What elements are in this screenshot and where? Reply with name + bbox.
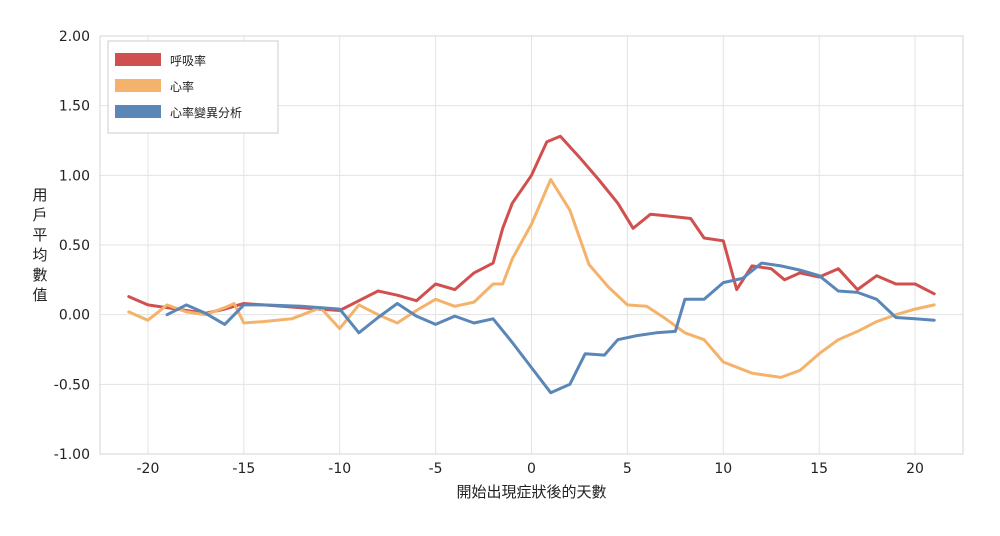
legend-swatch [115, 79, 161, 92]
y-tick-label: 1.00 [59, 168, 90, 184]
y-axis-title-char: 值 [32, 286, 47, 304]
legend-label: 呼吸率 [170, 53, 206, 68]
x-tick-label: -10 [328, 461, 351, 477]
series-lines [127, 134, 936, 395]
x-tick-label: -5 [429, 461, 443, 477]
y-tick-label: 2.00 [59, 29, 90, 45]
y-tick-label: 0.00 [59, 308, 90, 324]
y-axis-ticks: -1.00 -0.50 0.00 0.50 1.00 1.50 2.00 [54, 29, 90, 463]
y-axis-title-char: 數 [32, 266, 47, 284]
y-axis-title-char: 用 [32, 186, 47, 204]
x-axis-title: 開始出現症狀後的天數 [456, 483, 606, 501]
y-axis-title-char: 平 [32, 226, 47, 244]
x-axis-ticks: -20 -15 -10 -5 0 5 10 15 20 [137, 461, 924, 477]
x-tick-label: -20 [137, 461, 160, 477]
legend-label: 心率變異分析 [170, 105, 242, 120]
plot-frame [99, 35, 964, 455]
legend-swatch [115, 53, 161, 66]
x-tick-label: 10 [714, 461, 732, 477]
x-tick-label: 20 [906, 461, 924, 477]
x-tick-label: 15 [810, 461, 828, 477]
y-tick-label: 1.50 [59, 99, 90, 115]
x-tick-label: -15 [232, 461, 255, 477]
y-tick-label: -1.00 [54, 447, 90, 463]
y-axis-title-char: 均 [32, 246, 47, 264]
y-tick-label: -0.50 [54, 377, 90, 393]
legend-label: 心率 [170, 79, 194, 94]
series-line [127, 178, 936, 379]
x-tick-label: 0 [527, 461, 536, 477]
y-tick-label: 0.50 [59, 238, 90, 254]
legend-swatch [115, 105, 161, 118]
y-axis-title-char: 戶 [32, 206, 47, 224]
x-tick-label: 5 [623, 461, 632, 477]
series-line [165, 261, 936, 395]
